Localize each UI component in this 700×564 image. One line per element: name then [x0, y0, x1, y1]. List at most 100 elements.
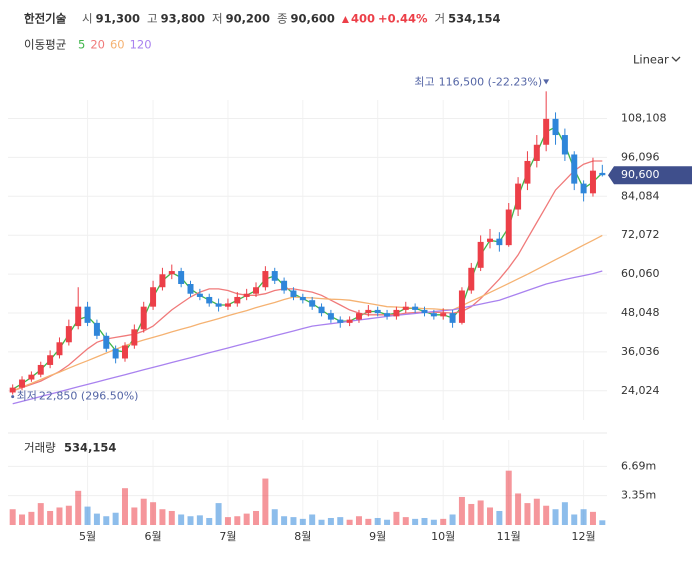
candle-body	[299, 296, 306, 301]
volume-bar	[140, 498, 147, 525]
candle-body	[168, 271, 175, 275]
price-tag	[608, 166, 692, 185]
x-tick-label: 9월	[369, 530, 386, 543]
candle-body	[384, 313, 391, 317]
quote-text: 93,800	[161, 12, 205, 26]
volume-bar	[533, 498, 540, 525]
volume-bar	[543, 505, 550, 525]
volume-bar	[589, 511, 596, 525]
volume-bar	[299, 518, 306, 525]
volume-bar	[487, 507, 494, 525]
volume-bar	[355, 516, 362, 525]
candle-body	[93, 322, 100, 336]
x-tick-label: 12월	[572, 530, 596, 543]
volume-bar	[412, 518, 419, 525]
ma-line	[12, 234, 603, 392]
volume-bar	[84, 506, 91, 525]
volume-bar	[309, 514, 316, 525]
legend-entry: 5	[78, 38, 85, 52]
ma-title: 이동평균	[24, 38, 66, 52]
candle-body	[47, 355, 54, 365]
y-tick-label: 108,108	[621, 112, 667, 125]
volume-bar	[93, 513, 100, 525]
candle-body	[440, 313, 447, 317]
candle-body	[159, 274, 166, 288]
volume-bar	[505, 470, 512, 525]
legend-entry: 60	[110, 38, 125, 52]
candle-body	[421, 309, 428, 314]
x-tick-label: 8월	[294, 530, 311, 543]
x-tick-label: 10월	[431, 530, 455, 543]
candle-body	[355, 313, 362, 320]
ma-line	[12, 126, 603, 390]
candle-body	[196, 293, 203, 297]
candle-body	[234, 296, 241, 304]
candle-body	[374, 309, 381, 314]
candle-body	[458, 290, 465, 323]
candle-body	[487, 238, 494, 242]
chevron[interactable]	[671, 56, 681, 62]
x-tick-label: 7월	[219, 530, 236, 543]
candle-body	[505, 209, 512, 246]
quote-text: 90,200	[226, 12, 270, 26]
volume-bar	[580, 509, 587, 525]
candle-body	[150, 287, 157, 307]
candle-body	[346, 319, 353, 323]
candle-body	[412, 306, 419, 310]
volume-bar	[271, 509, 278, 525]
candle-body	[290, 290, 297, 297]
volume-title: 거래량	[24, 441, 56, 455]
candle-body	[393, 309, 400, 317]
volume-tick-label: 3.35m	[621, 489, 656, 502]
volume-bar	[206, 517, 213, 525]
volume-bar	[19, 514, 26, 525]
volume-bar	[421, 517, 428, 525]
volume-bar	[196, 515, 203, 525]
volume-bar	[253, 510, 260, 525]
volume-bar	[449, 514, 456, 525]
volume-bar	[243, 513, 250, 525]
y-tick-label: 36,036	[621, 345, 660, 358]
ma-line	[12, 270, 603, 405]
x-tick-label: 11월	[497, 530, 521, 543]
quote-text: 90,600	[291, 12, 335, 26]
volume-bar	[561, 502, 568, 525]
volume-bar	[496, 510, 503, 525]
candle-body	[9, 387, 16, 393]
volume-bar	[187, 516, 194, 525]
candle-body	[468, 267, 475, 291]
candle-body	[56, 342, 63, 356]
scale-mode[interactable]: Linear	[633, 53, 669, 67]
candle-body	[543, 118, 550, 145]
candle-body	[28, 374, 35, 380]
ma-legend: 5 20 60 120	[78, 38, 152, 52]
candle-body	[140, 306, 147, 330]
volume-bar	[75, 490, 82, 525]
volume-bar	[159, 509, 166, 525]
volume-bar	[384, 519, 391, 525]
candle-body	[75, 306, 82, 327]
volume-bar	[234, 516, 241, 525]
quote-text: 거	[435, 12, 446, 26]
candle-body	[121, 345, 128, 359]
quote-text: 시	[82, 12, 93, 26]
quote-text: 종	[277, 12, 288, 26]
volume-bar	[337, 517, 344, 525]
candle-body	[243, 293, 250, 297]
min-annotation-text: 22,850 (296.50%)	[39, 390, 139, 403]
candle-body	[65, 326, 72, 343]
candle-body	[515, 183, 522, 210]
volume-bar	[168, 510, 175, 525]
quote-text: 고	[147, 12, 158, 26]
quote-text: 400	[351, 12, 375, 26]
stock-name: 한전기술	[24, 12, 67, 26]
volume-bar	[56, 507, 63, 525]
max-annotation-text: 116,500 (-22.23%)	[439, 75, 542, 88]
volume-bar	[365, 518, 372, 525]
candle-body	[477, 241, 484, 268]
volume-bar	[65, 505, 72, 525]
volume-bar	[290, 517, 297, 525]
candle-body	[589, 170, 596, 194]
quote-text: 91,300	[96, 12, 140, 26]
y-tick-label: 72,072	[621, 228, 660, 241]
